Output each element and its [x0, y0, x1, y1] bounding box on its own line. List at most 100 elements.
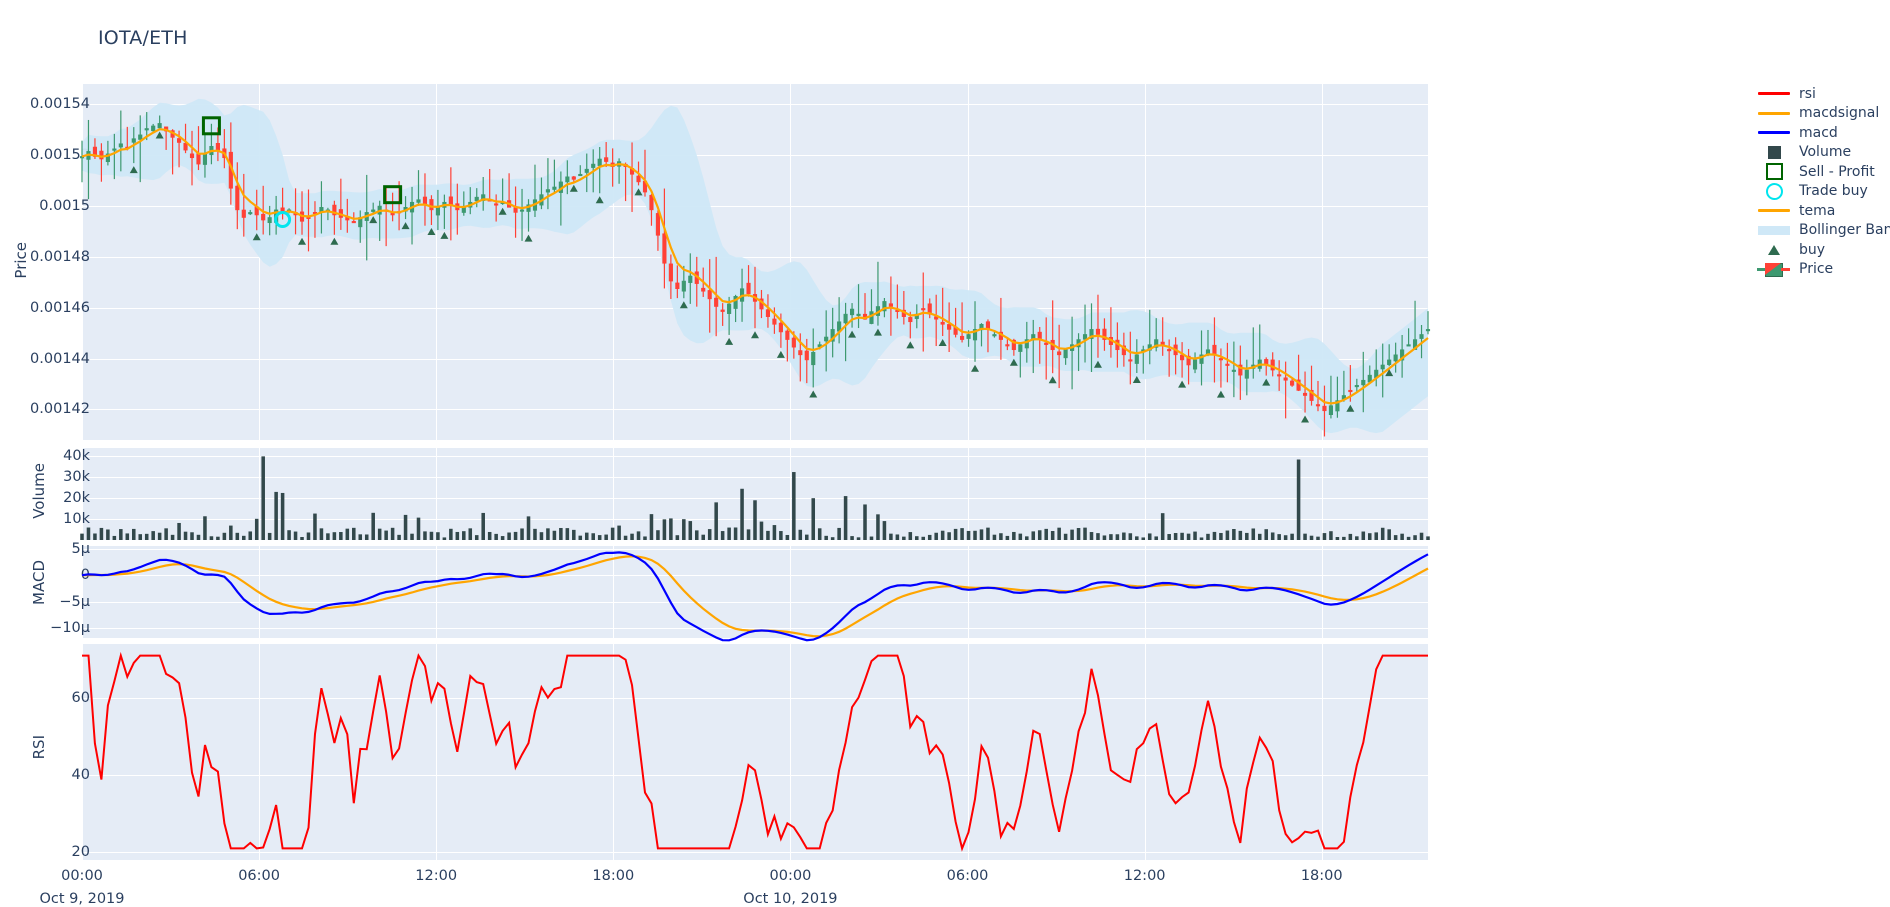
gridline-vertical — [436, 448, 438, 540]
x-date-label: Oct 9, 2019 — [39, 891, 125, 907]
buy-marker — [1132, 376, 1141, 384]
gridline-vertical — [82, 448, 83, 540]
square-swatch-icon — [1767, 145, 1781, 159]
volume-yaxis-ticks: 40k 30k 20k 10k — [0, 448, 98, 540]
buy-marker — [1216, 390, 1225, 398]
buy-marker — [401, 222, 410, 230]
gridline-vertical — [967, 448, 969, 540]
gridline-horizontal — [82, 104, 1428, 106]
buy-marker — [298, 237, 307, 245]
gridline-horizontal — [82, 628, 1428, 630]
legend-item-bollinger-band[interactable]: Bollinger Band — [1755, 221, 1890, 241]
y-tick-label: 0.00152 — [30, 147, 90, 164]
x-tick-label: 12:00 — [1123, 868, 1166, 884]
gridline-vertical — [613, 84, 615, 440]
legend-item-price[interactable]: Price — [1755, 260, 1890, 280]
x-tick-label: 18:00 — [592, 868, 635, 884]
legend-label: Volume — [1799, 144, 1852, 161]
macd-subplot — [82, 546, 1428, 638]
buy-marker — [1385, 369, 1394, 377]
y-tick-label: 40k — [63, 448, 90, 465]
gridline-vertical — [259, 448, 261, 540]
buy-marker — [1346, 404, 1355, 412]
buy-marker — [569, 184, 578, 192]
gridline-horizontal — [82, 256, 1428, 258]
x-tick-label: 12:00 — [415, 868, 458, 884]
buy-markers[interactable] — [129, 131, 1394, 423]
gridline-vertical — [259, 644, 261, 860]
buy-marker — [427, 228, 436, 236]
gridline-vertical — [790, 546, 792, 638]
triangle-marker-icon — [1768, 244, 1780, 255]
gridline-vertical — [82, 84, 83, 440]
y-tick-label: 40 — [71, 767, 90, 784]
buy-marker — [634, 188, 643, 196]
hollow-square-icon — [1765, 163, 1783, 181]
buy-marker — [848, 330, 857, 338]
y-tick-label: 0.00146 — [30, 299, 90, 316]
buy-marker — [330, 237, 339, 245]
page-title: IOTA/ETH — [98, 27, 188, 49]
buy-marker — [1009, 358, 1018, 366]
legend-item-sell-profit[interactable]: Sell - Profit — [1755, 162, 1890, 182]
gridline-horizontal — [82, 409, 1428, 411]
legend-label: Sell - Profit — [1799, 163, 1875, 180]
y-tick-label: 20k — [63, 490, 90, 507]
legend-item-tema[interactable]: tema — [1755, 201, 1890, 221]
legend-item-trade-buy[interactable]: Trade buy — [1755, 182, 1890, 202]
gridline-horizontal — [82, 575, 1428, 577]
gridline-vertical — [790, 448, 792, 540]
legend-label: tema — [1799, 202, 1836, 219]
gridline-vertical — [82, 546, 83, 638]
legend-item-macd[interactable]: macd — [1755, 123, 1890, 143]
x-tick-label: 00:00 — [769, 868, 812, 884]
gridline-vertical — [1144, 84, 1146, 440]
legend-item-volume[interactable]: Volume — [1755, 143, 1890, 163]
chart-legend[interactable]: rsi macdsignal macd Volume Sell - Profit Trad… — [1755, 84, 1890, 279]
legend-label: buy — [1799, 241, 1826, 258]
gridline-vertical — [436, 546, 438, 638]
buy-marker — [971, 364, 980, 372]
buy-marker — [906, 341, 915, 349]
buy-marker — [1301, 415, 1310, 423]
legend-item-rsi[interactable]: rsi — [1755, 84, 1890, 104]
gridline-horizontal — [82, 456, 1428, 458]
y-tick-label: 10k — [63, 511, 90, 528]
y-tick-label: 0.00142 — [30, 401, 90, 418]
gridline-vertical — [436, 644, 438, 860]
gridline-vertical — [613, 644, 615, 860]
line-swatch-icon — [1758, 209, 1790, 213]
buy-marker — [369, 216, 378, 224]
buy-marker — [1262, 378, 1271, 386]
buy-marker — [155, 131, 164, 139]
legend-item-buy[interactable]: buy — [1755, 240, 1890, 260]
gridline-vertical — [613, 546, 615, 638]
gridline-vertical — [436, 84, 438, 440]
gridline-horizontal — [82, 852, 1428, 854]
buy-marker — [873, 328, 882, 336]
line-swatch-icon — [1758, 111, 1790, 115]
gridline-vertical — [613, 448, 615, 540]
x-tick-label: 06:00 — [238, 868, 280, 884]
macd-line — [81, 551, 1429, 642]
trade-buy-markers[interactable] — [274, 210, 292, 228]
line-swatch-icon — [1758, 131, 1790, 135]
gridline-horizontal — [82, 698, 1428, 699]
x-date-label: Oct 10, 2019 — [743, 891, 838, 907]
y-tick-label: 0.00144 — [30, 350, 90, 367]
buy-marker — [751, 331, 759, 339]
sell-profit-markers[interactable] — [201, 116, 403, 205]
gridline-vertical — [1321, 448, 1323, 540]
rsi-line — [82, 651, 1428, 852]
legend-label: rsi — [1799, 85, 1816, 102]
y-tick-label: 0.00154 — [30, 96, 90, 113]
gridline-horizontal — [82, 206, 1428, 208]
tema-line — [81, 128, 1429, 405]
gridline-vertical — [1321, 546, 1323, 638]
y-tick-label: 0.00148 — [30, 248, 90, 265]
gridline-horizontal — [82, 601, 1428, 603]
rsi-yaxis-ticks: 60 40 20 — [0, 644, 98, 860]
legend-item-macdsignal[interactable]: macdsignal — [1755, 104, 1890, 124]
gridline-vertical — [1144, 448, 1146, 540]
